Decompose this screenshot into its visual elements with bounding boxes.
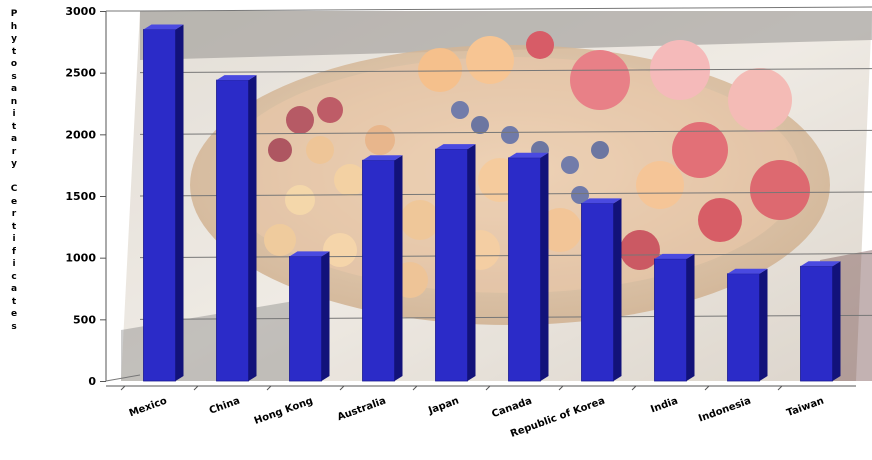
x-tick-mark: [704, 385, 710, 391]
x-tick-mark: [631, 385, 637, 391]
bar-china: [216, 79, 249, 382]
y-tick-label: 1500: [65, 190, 96, 203]
bar-top: [216, 75, 257, 81]
gridline: [139, 253, 872, 259]
x-tick-mark: [120, 385, 126, 391]
x-category-label: Australia: [336, 395, 388, 423]
bar-top: [800, 261, 841, 267]
y-tick-label: 2500: [65, 67, 96, 80]
bar-side: [175, 24, 184, 381]
bar-top: [143, 24, 184, 30]
x-tick-mark: [412, 385, 418, 391]
bar-india: [654, 258, 687, 382]
gridlines: [139, 6, 872, 320]
bar-side: [467, 144, 476, 381]
x-category-label: China: [208, 395, 242, 416]
y-tick-label: 3000: [65, 5, 96, 18]
bar-australia: [362, 159, 395, 382]
x-category-labels: Mexico China Hong Kong Australia Japan Canada…: [128, 395, 826, 440]
bar-top: [289, 251, 330, 257]
bar-side: [832, 261, 841, 381]
bar-side: [394, 155, 403, 381]
gridline: [139, 191, 872, 197]
x-category-label: Canada: [490, 395, 533, 420]
fruit-cluster: [264, 31, 810, 298]
y-tick-label: 500: [73, 313, 96, 326]
bar-top: [654, 253, 695, 259]
bar-taiwan: [800, 265, 833, 382]
y-tick-label: 1000: [65, 252, 96, 265]
bar-side: [321, 251, 330, 381]
floor-edge: [105, 374, 141, 382]
x-category-label: India: [649, 395, 679, 415]
x-tick-mark: [777, 385, 783, 391]
bar-japan: [435, 148, 468, 382]
gridline: [139, 6, 872, 12]
y-tick-label: 0: [88, 375, 96, 388]
bar-top: [581, 198, 622, 204]
x-category-label: Mexico: [128, 395, 169, 419]
y-tick-labels: 0 500 1000 1500 2000 2500 3000: [65, 5, 96, 388]
x-tick-mark: [485, 385, 491, 391]
x-tick-mark: [558, 385, 564, 391]
bar-side: [613, 198, 622, 381]
bar-side: [540, 152, 549, 381]
axes: [100, 10, 856, 391]
bar-side: [248, 75, 257, 382]
bar-side: [759, 268, 768, 381]
bar-canada: [508, 157, 541, 382]
bars: [143, 24, 841, 382]
bar-top: [435, 144, 476, 150]
bar-hong-kong: [289, 256, 322, 382]
gridline: [139, 68, 872, 74]
gridline: [139, 129, 872, 135]
x-category-label: Japan: [426, 395, 460, 416]
x-category-label: Indonesia: [697, 395, 752, 424]
bar-republic-of-korea: [581, 202, 614, 382]
y-axis-label: P h y t o s a n i t a r y C e r t i f i …: [10, 9, 18, 332]
bar-side: [686, 253, 695, 381]
x-tick-mark: [193, 385, 199, 391]
x-category-label: Hong Kong: [253, 395, 315, 426]
bar-mexico: [143, 29, 176, 382]
x-tick-mark: [339, 385, 345, 391]
x-tick-mark: [266, 385, 272, 391]
bar-top: [362, 155, 403, 161]
bar-top: [508, 152, 549, 158]
x-category-label: Taiwan: [785, 395, 825, 419]
bar-indonesia: [727, 273, 760, 382]
y-tick-label: 2000: [65, 128, 96, 141]
bar-top: [727, 268, 768, 274]
